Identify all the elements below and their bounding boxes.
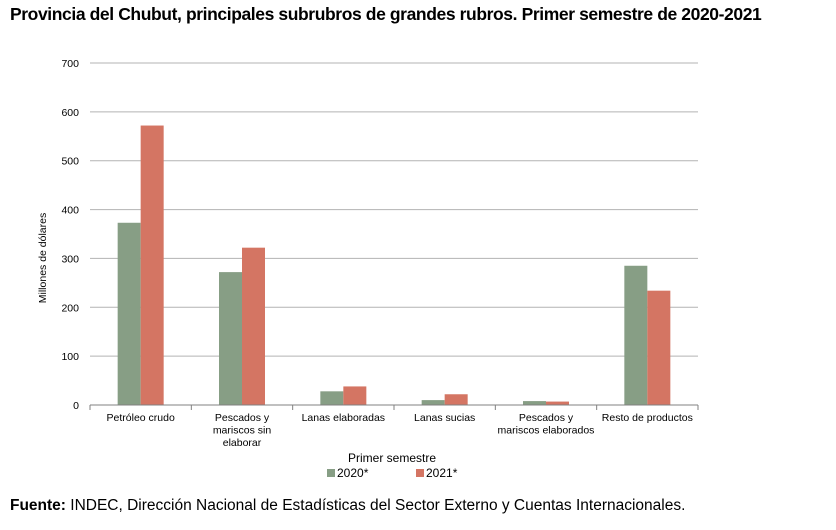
- y-tick-label: 400: [61, 205, 79, 217]
- bar-2020-5: [624, 265, 648, 405]
- x-tick-label: Resto de productos: [602, 412, 693, 424]
- x-tick-label: Pescados y mariscos sin elaborar: [213, 412, 272, 449]
- x-tick-label: Pescados y mariscos elaborados: [498, 412, 595, 437]
- bar-chart: 0 100 200 300 400 500 600 700 Petróleo crudo Pes…: [37, 58, 699, 480]
- legend-label: 2021*: [426, 466, 458, 480]
- y-tick-label: 500: [61, 156, 79, 168]
- y-tick-label: 300: [61, 253, 79, 265]
- bar-2021-0: [140, 125, 164, 405]
- x-tick-label: Petróleo crudo: [107, 412, 175, 424]
- y-axis-title: Millones de dólares: [37, 213, 49, 303]
- bar-2020-0: [117, 222, 141, 405]
- bars: [117, 125, 671, 405]
- bar-2021-4: [546, 401, 569, 405]
- gridlines: [90, 62, 698, 357]
- legend: 2020* 2021*: [327, 466, 458, 480]
- source-note: Fuente: INDEC, Dirección Nacional de Est…: [10, 497, 685, 515]
- source-label: Fuente:: [10, 497, 66, 514]
- y-tick-label: 0: [73, 400, 79, 412]
- bar-2021-5: [647, 290, 671, 405]
- x-axis: [89, 404, 699, 410]
- bar-2020-2: [320, 391, 344, 405]
- y-tick-label: 200: [61, 302, 79, 314]
- bar-2021-1: [242, 247, 265, 405]
- legend-swatch: [416, 469, 424, 477]
- chart-title: Provincia del Chubut, principales subrub…: [10, 4, 762, 24]
- bar-2020-1: [219, 272, 242, 405]
- bar-2021-2: [343, 386, 367, 405]
- bar-2020-4: [523, 401, 546, 405]
- y-tick-label: 100: [61, 351, 79, 363]
- bar-2020-3: [421, 400, 445, 405]
- x-axis-title: Primer semestre: [348, 451, 436, 465]
- y-axis-ticks: 0 100 200 300 400 500 600 700: [61, 58, 79, 412]
- bar-2021-3: [444, 394, 468, 405]
- legend-swatch: [327, 469, 335, 477]
- legend-label: 2020*: [337, 466, 369, 480]
- source-text: INDEC, Dirección Nacional de Estadística…: [65, 497, 686, 514]
- x-tick-label: Lanas sucias: [414, 412, 475, 424]
- y-tick-label: 700: [61, 58, 79, 70]
- x-tick-label: Lanas elaboradas: [302, 412, 385, 424]
- x-axis-labels: Petróleo crudo Pescados y mariscos sin elab…: [107, 412, 693, 449]
- y-tick-label: 600: [61, 107, 79, 119]
